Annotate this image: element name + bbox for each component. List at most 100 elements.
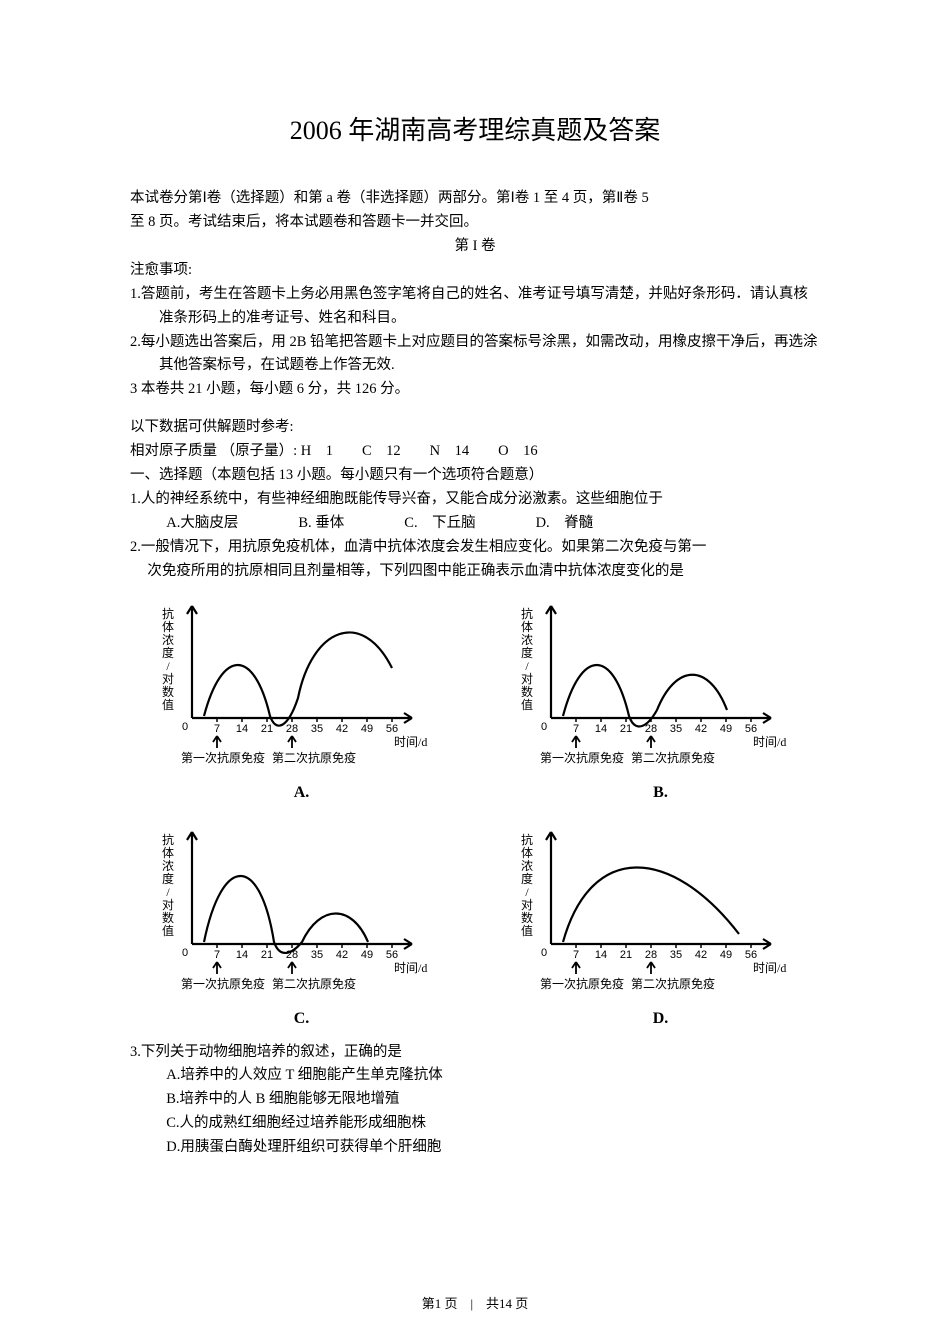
q3-opt-a: A.培养中的人效应 T 细胞能产生单克隆抗体 bbox=[130, 1064, 820, 1088]
svg-text:14: 14 bbox=[594, 949, 606, 961]
svg-text:0: 0 bbox=[182, 947, 188, 959]
svg-text:21: 21 bbox=[260, 949, 272, 961]
chart-C-svg: 0714212835424956时间/d抗体浓度/对数值第一次抗原免疫第二次抗原… bbox=[152, 824, 452, 1004]
svg-text:体: 体 bbox=[520, 620, 532, 634]
chart-D-svg: 0714212835424956时间/d抗体浓度/对数值第一次抗原免疫第二次抗原… bbox=[511, 824, 811, 1004]
chart-C-label: C. bbox=[294, 1006, 310, 1032]
q1-opt-c: C. 下丘脑 bbox=[404, 512, 475, 536]
svg-text:56: 56 bbox=[744, 949, 756, 961]
svg-text:7: 7 bbox=[572, 723, 578, 735]
q1-opt-a: A.大脑皮层 bbox=[166, 512, 238, 536]
chart-C: 0714212835424956时间/d抗体浓度/对数值第一次抗原免疫第二次抗原… bbox=[142, 824, 461, 1032]
svg-text:21: 21 bbox=[260, 723, 272, 735]
section-heading: 第 I 卷 bbox=[130, 235, 820, 259]
svg-text:35: 35 bbox=[310, 949, 322, 961]
svg-text:对: 对 bbox=[161, 898, 173, 912]
svg-text:时间/d: 时间/d bbox=[753, 735, 786, 749]
svg-text:42: 42 bbox=[335, 949, 347, 961]
svg-text:35: 35 bbox=[669, 949, 681, 961]
svg-text:7: 7 bbox=[572, 949, 578, 961]
q1-opt-d: D. 脊髓 bbox=[536, 512, 594, 536]
svg-text:数: 数 bbox=[520, 910, 532, 925]
chart-D: 0714212835424956时间/d抗体浓度/对数值第一次抗原免疫第二次抗原… bbox=[501, 824, 820, 1032]
intro-p2: 至 8 页。考试结束后，将本试题卷和答题卡一并交回。 bbox=[130, 211, 820, 235]
svg-text:14: 14 bbox=[235, 949, 247, 961]
svg-text:值: 值 bbox=[520, 697, 532, 712]
svg-text:49: 49 bbox=[360, 723, 372, 735]
svg-text:度: 度 bbox=[520, 645, 532, 660]
note-1: 1.答题前，考生在答题卡上务必用黑色签字笔将自己的姓名、准考证号填写清楚，并贴好… bbox=[130, 283, 820, 331]
charts-grid: 0714212835424956时间/d抗体浓度/对数值第一次抗原免疫第二次抗原… bbox=[142, 598, 820, 1033]
reference-line-2: 相对原子质量 （原子量）: H 1 C 12 N 14 O 16 bbox=[130, 440, 820, 464]
svg-text:数: 数 bbox=[161, 910, 173, 925]
svg-text:度: 度 bbox=[520, 871, 532, 886]
svg-text:0: 0 bbox=[541, 721, 547, 733]
svg-text:值: 值 bbox=[520, 923, 532, 938]
svg-text:抗: 抗 bbox=[161, 606, 173, 621]
intro-p1: 本试卷分第Ⅰ卷（选择题）和第 a 卷（非选择题）两部分。第Ⅰ卷 1 至 4 页，… bbox=[130, 187, 820, 211]
svg-text:21: 21 bbox=[619, 723, 631, 735]
svg-text:抗: 抗 bbox=[520, 832, 532, 847]
note-3: 3 本卷共 21 小题，每小题 6 分，共 126 分。 bbox=[130, 378, 820, 402]
svg-text:浓: 浓 bbox=[161, 859, 173, 873]
svg-text:56: 56 bbox=[385, 723, 397, 735]
q3-stem: 3.下列关于动物细胞培养的叙述，正确的是 bbox=[130, 1041, 820, 1065]
svg-text:第二次抗原免疫: 第二次抗原免疫 bbox=[272, 750, 356, 765]
page-title: 2006 年湖南高考理综真题及答案 bbox=[130, 110, 820, 147]
svg-text:度: 度 bbox=[161, 645, 173, 660]
svg-text:/: / bbox=[525, 885, 529, 899]
svg-text:28: 28 bbox=[644, 949, 656, 961]
svg-text:42: 42 bbox=[694, 723, 706, 735]
svg-text:体: 体 bbox=[520, 846, 532, 860]
svg-text:/: / bbox=[525, 659, 529, 673]
svg-text:28: 28 bbox=[644, 723, 656, 735]
reference-line-1: 以下数据可供解题时参考: bbox=[130, 416, 820, 440]
chart-A-label: A. bbox=[294, 780, 310, 806]
q2-stem-l1: 2.一般情况下，用抗原免疫机体，血清中抗体浓度会发生相应变化。如果第二次免疫与第… bbox=[130, 536, 820, 560]
svg-text:浓: 浓 bbox=[520, 859, 532, 873]
svg-text:35: 35 bbox=[669, 723, 681, 735]
q3-opt-b: B.培养中的人 B 细胞能够无限地增殖 bbox=[130, 1088, 820, 1112]
svg-text:0: 0 bbox=[182, 721, 188, 733]
svg-text:值: 值 bbox=[161, 697, 173, 712]
svg-text:14: 14 bbox=[594, 723, 606, 735]
svg-text:21: 21 bbox=[619, 949, 631, 961]
svg-text:对: 对 bbox=[520, 672, 532, 686]
svg-text:第一次抗原免疫: 第一次抗原免疫 bbox=[181, 976, 265, 991]
svg-text:时间/d: 时间/d bbox=[394, 961, 427, 975]
svg-text:浓: 浓 bbox=[520, 633, 532, 647]
svg-text:值: 值 bbox=[161, 923, 173, 938]
chart-B-label: B. bbox=[653, 780, 668, 806]
chart-A: 0714212835424956时间/d抗体浓度/对数值第一次抗原免疫第二次抗原… bbox=[142, 598, 461, 806]
svg-text:7: 7 bbox=[213, 949, 219, 961]
q3-opt-d: D.用胰蛋白酶处理肝组织可获得单个肝细胞 bbox=[130, 1136, 820, 1160]
svg-text:28: 28 bbox=[285, 723, 297, 735]
svg-text:第二次抗原免疫: 第二次抗原免疫 bbox=[631, 976, 715, 991]
svg-text:第二次抗原免疫: 第二次抗原免疫 bbox=[272, 976, 356, 991]
svg-text:数: 数 bbox=[520, 684, 532, 699]
svg-text:第一次抗原免疫: 第一次抗原免疫 bbox=[540, 750, 624, 765]
chart-D-label: D. bbox=[653, 1006, 669, 1032]
svg-text:49: 49 bbox=[360, 949, 372, 961]
q3-opt-c: C.人的成熟红细胞经过培养能形成细胞株 bbox=[130, 1112, 820, 1136]
svg-text:时间/d: 时间/d bbox=[753, 961, 786, 975]
svg-text:对: 对 bbox=[520, 898, 532, 912]
svg-text:抗: 抗 bbox=[520, 606, 532, 621]
svg-text:42: 42 bbox=[694, 949, 706, 961]
q1-stem: 1.人的神经系统中，有些神经细胞既能传导兴奋，又能合成分泌激素。这些细胞位于 bbox=[130, 488, 820, 512]
svg-text:/: / bbox=[166, 659, 170, 673]
svg-text:/: / bbox=[166, 885, 170, 899]
svg-text:第一次抗原免疫: 第一次抗原免疫 bbox=[540, 976, 624, 991]
note-2: 2.每小题选出答案后，用 2B 铅笔把答题卡上对应题目的答案标号涂黑，如需改动，… bbox=[130, 331, 820, 379]
svg-text:度: 度 bbox=[161, 871, 173, 886]
svg-text:数: 数 bbox=[161, 684, 173, 699]
chart-A-svg: 0714212835424956时间/d抗体浓度/对数值第一次抗原免疫第二次抗原… bbox=[152, 598, 452, 778]
chart-B: 0714212835424956时间/d抗体浓度/对数值第一次抗原免疫第二次抗原… bbox=[501, 598, 820, 806]
svg-text:第一次抗原免疫: 第一次抗原免疫 bbox=[181, 750, 265, 765]
svg-text:42: 42 bbox=[335, 723, 347, 735]
svg-text:体: 体 bbox=[161, 846, 173, 860]
svg-text:第二次抗原免疫: 第二次抗原免疫 bbox=[631, 750, 715, 765]
q1-opt-b: B. 垂体 bbox=[298, 512, 344, 536]
section1-heading: 一、选择题（本题包括 13 小题。每小题只有一个选项符合题意） bbox=[130, 464, 820, 488]
svg-text:0: 0 bbox=[541, 947, 547, 959]
